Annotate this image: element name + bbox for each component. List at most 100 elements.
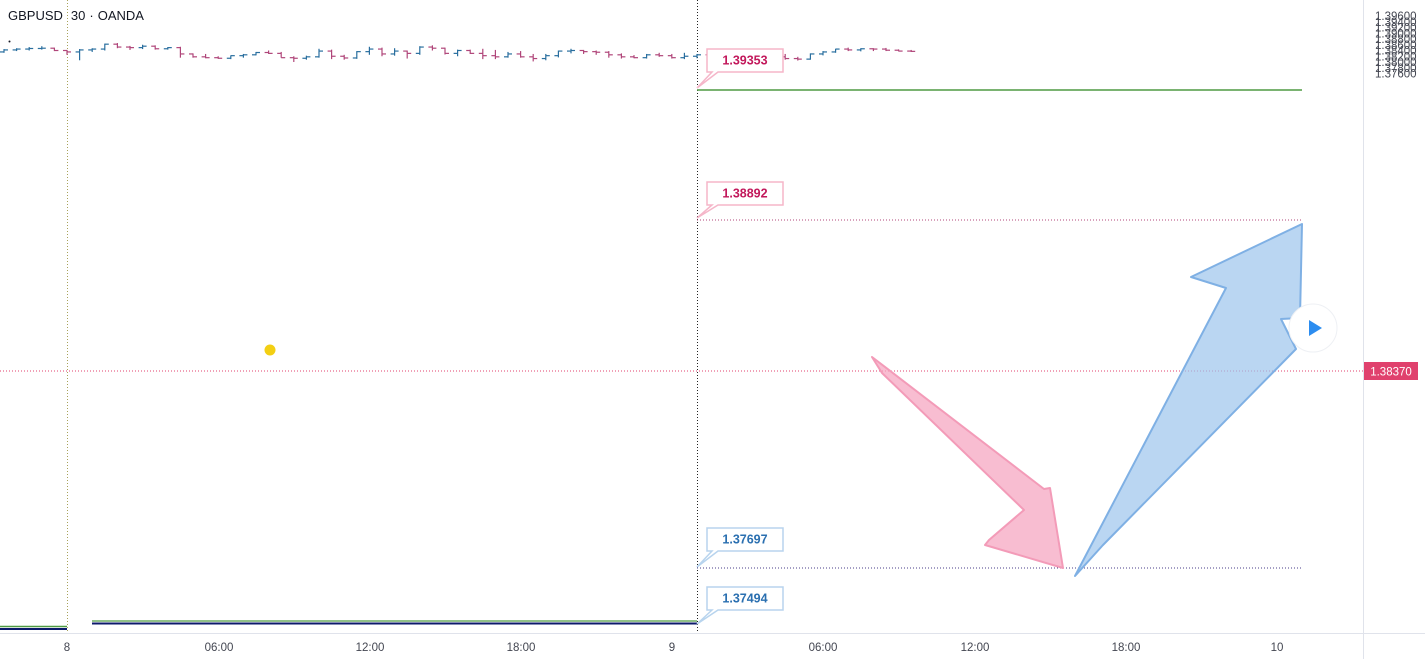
x-tick-label: 18:00 xyxy=(1112,642,1141,654)
time-axis[interactable]: 8 06:00 12:00 18:00 9 06:00 12:00 18:00 10 xyxy=(64,642,1284,654)
level-tag-4-text: 1.37494 xyxy=(722,592,767,606)
ohlc-bar xyxy=(201,53,210,59)
level-tag-1-text: 1.39353 xyxy=(722,54,767,68)
ohlc-bar xyxy=(819,51,827,56)
ohlc-bar xyxy=(50,47,59,52)
ohlc-bar xyxy=(579,49,588,54)
ohlc-bar xyxy=(365,46,374,55)
ohlc-bar xyxy=(453,49,462,57)
play-icon xyxy=(1309,320,1322,336)
ohlc-bar xyxy=(302,55,311,60)
ohlc-bar xyxy=(441,47,449,55)
x-tick-label: 12:00 xyxy=(961,642,990,654)
level-tag-1[interactable]: 1.39353 xyxy=(696,48,784,89)
x-tick-label: 06:00 xyxy=(205,642,234,654)
interval-label: 30 xyxy=(71,8,85,23)
down-arrow-drawing[interactable] xyxy=(871,356,1064,569)
ohlc-bar xyxy=(176,46,185,58)
y-tick-label: 1.39400 xyxy=(1375,17,1417,29)
ohlc-bar xyxy=(856,48,865,52)
y-tick-label: 1.39000 xyxy=(1375,28,1417,40)
ohlc-bar xyxy=(63,49,71,55)
ohlc-bar xyxy=(642,53,651,59)
ohlc-bar xyxy=(882,47,890,52)
alert-marker-dot[interactable] xyxy=(264,344,276,356)
ohlc-bar xyxy=(831,48,840,53)
ohlc-bar xyxy=(504,51,512,58)
ohlc-bar xyxy=(541,53,550,61)
ohlc-bar xyxy=(567,48,575,54)
y-tick-label: 1.38800 xyxy=(1375,34,1417,46)
level-tag-3[interactable]: 1.37697 xyxy=(696,527,784,568)
ohlc-bar xyxy=(793,56,802,61)
ohlc-bar xyxy=(214,56,223,59)
ohlc-bar xyxy=(604,51,613,58)
ohlc-bar xyxy=(88,48,97,52)
ohlc-bar xyxy=(352,51,361,59)
ohlc-bar xyxy=(554,50,563,58)
ohlc-bar xyxy=(113,43,122,49)
ohlc-bar xyxy=(390,48,399,56)
ohlc-bar xyxy=(163,47,172,50)
ohlc-bar xyxy=(126,45,134,50)
current-price-text: 1.38370 xyxy=(1370,367,1412,379)
ohlc-bar xyxy=(37,46,46,50)
chart-header: GBPUSD 30 · OANDA xyxy=(8,8,144,23)
ohlc-bar xyxy=(100,43,109,51)
ohlc-bar xyxy=(277,51,286,59)
ohlc-bar xyxy=(630,55,638,59)
level-tag-2[interactable]: 1.38892 xyxy=(696,181,784,219)
ohlc-bar xyxy=(415,46,424,55)
ohlc-bar xyxy=(327,49,336,60)
ohlc-bar xyxy=(252,51,260,56)
ohlc-bar xyxy=(189,53,197,58)
y-tick-label: 1.38200 xyxy=(1375,51,1417,63)
y-tick-label: 1.39600 xyxy=(1375,11,1417,23)
source-label: OANDA xyxy=(98,8,145,23)
ohlc-bar xyxy=(592,50,601,55)
x-tick-label: 9 xyxy=(669,642,675,654)
price-axis[interactable]: 1.396001.394001.392001.390001.388001.386… xyxy=(1375,11,1417,81)
ohlc-bar xyxy=(151,45,160,50)
current-price-tag: 1.38370 xyxy=(1364,362,1418,380)
play-button[interactable] xyxy=(1288,303,1338,353)
y-tick-label: 1.38400 xyxy=(1375,46,1417,58)
ohlc-bar xyxy=(844,47,853,52)
ohlc-bar xyxy=(529,53,538,62)
indicator-dot xyxy=(8,40,11,43)
ohlc-bar xyxy=(12,48,21,52)
ohlc-bar xyxy=(478,48,487,60)
level-tag-4[interactable]: 1.37494 xyxy=(696,586,784,625)
ohlc-bar xyxy=(289,56,298,62)
y-tick-label: 1.38000 xyxy=(1375,57,1417,69)
ohlc-bar xyxy=(655,52,664,57)
y-tick-label: 1.39200 xyxy=(1375,23,1417,35)
x-tick-label: 18:00 xyxy=(507,642,536,654)
ohlc-bar xyxy=(239,53,248,58)
y-tick-label: 1.38600 xyxy=(1375,40,1417,52)
ohlc-bar xyxy=(466,49,475,54)
ohlc-bar xyxy=(138,44,147,50)
level-tag-2-text: 1.38892 xyxy=(722,187,767,201)
ohlc-bar xyxy=(378,47,386,57)
x-tick-label: 8 xyxy=(64,642,70,654)
ohlc-bar xyxy=(340,54,349,60)
ohlc-bar xyxy=(75,49,84,61)
ohlc-bar xyxy=(693,53,701,59)
ohlc-bar xyxy=(25,47,34,51)
x-tick-label: 06:00 xyxy=(809,642,838,654)
ohlc-bar xyxy=(617,53,626,59)
ohlc-bar xyxy=(667,53,676,59)
ohlc-bar xyxy=(806,53,815,60)
ohlc-bar xyxy=(315,48,323,58)
y-tick-label: 1.37800 xyxy=(1375,63,1417,75)
x-tick-label: 12:00 xyxy=(356,642,385,654)
y-tick-label: 1.37600 xyxy=(1375,69,1417,81)
ohlc-bar xyxy=(264,50,273,54)
ohlc-bar xyxy=(491,49,500,60)
ohlc-bar xyxy=(0,49,8,53)
ohlc-bar xyxy=(428,45,437,51)
ohlc-bar xyxy=(894,49,903,52)
level-tag-3-text: 1.37697 xyxy=(722,533,767,547)
